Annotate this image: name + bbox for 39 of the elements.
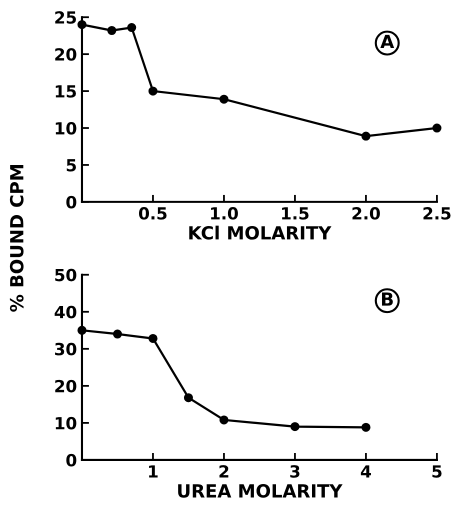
- annotation: A: [380, 34, 394, 48]
- point: [219, 94, 228, 104]
- y-tick-label: 5: [66, 159, 76, 172]
- x-tick-label: 5: [432, 465, 442, 478]
- point: [361, 422, 370, 432]
- x-tick-label: 2.0: [352, 207, 380, 220]
- annotation: B: [382, 292, 393, 306]
- y-tick-label: 10: [56, 416, 76, 430]
- point: [148, 86, 158, 96]
- y-tick-label: 0: [66, 196, 76, 208]
- x-tick-label: 1.5: [282, 207, 309, 220]
- y-tick-label: 0: [66, 454, 76, 467]
- point: [290, 422, 300, 432]
- y-tick-label: 25: [55, 11, 76, 24]
- y-tick-label: 40: [54, 306, 76, 318]
- x-axis-title: UREA MOLARITY: [178, 484, 343, 498]
- y-tick-label: 20: [55, 380, 76, 392]
- x-tick-label: 1: [149, 465, 158, 478]
- x-tick-label: 4: [360, 465, 371, 478]
- y-tick-label: 15: [56, 85, 76, 98]
- x-tick-label: 2.5: [423, 207, 451, 220]
- x-tick-label: 2: [219, 465, 228, 478]
- point: [112, 330, 122, 339]
- x-tick-label: 3: [290, 465, 300, 478]
- point: [432, 124, 442, 133]
- y-tick-label: 20: [55, 48, 76, 61]
- y-tick-label: 50: [55, 268, 76, 282]
- x-tick-label: 1.0: [211, 207, 238, 220]
- x-axis-title: KCl MOLARITY: [189, 226, 332, 240]
- point: [148, 334, 158, 343]
- y-axis-title: % BOUND CPM: [10, 164, 24, 312]
- y-tick-label: 10: [56, 122, 76, 135]
- point: [127, 23, 136, 32]
- x-tick-label: 0.5: [139, 207, 167, 220]
- point: [184, 393, 193, 402]
- point: [219, 415, 228, 424]
- point: [107, 26, 116, 36]
- y-tick-label: 30: [55, 342, 76, 356]
- point: [361, 132, 370, 141]
